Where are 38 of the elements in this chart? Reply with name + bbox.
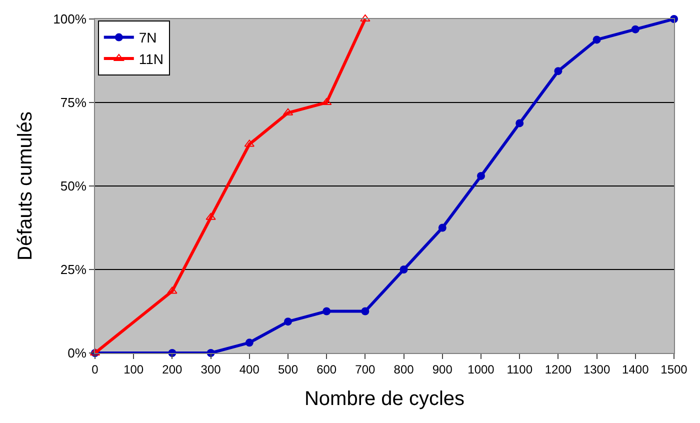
point [438, 224, 446, 232]
legend-label: 11N [138, 50, 164, 67]
point [322, 307, 331, 316]
x-tick-label: 500 [278, 362, 298, 376]
point [245, 338, 254, 347]
x-tick-label: 600 [316, 362, 337, 376]
y-axis-title: Défauts cumulés [14, 112, 37, 260]
x-tick-label: 800 [394, 362, 414, 376]
y-tick-label: 50% [60, 178, 87, 194]
y-tick-label: 75% [60, 95, 87, 110]
point [400, 266, 408, 274]
x-tick-label: 400 [239, 362, 260, 376]
point [516, 119, 524, 128]
y-tick-label: 100% [53, 12, 87, 27]
x-tick-label: 1500 [660, 362, 688, 376]
legend-label: 7N [138, 30, 157, 46]
x-tick-label: 1300 [583, 362, 610, 376]
point [284, 318, 292, 326]
point [206, 212, 216, 220]
x-tick-label: 100 [124, 362, 144, 376]
y-tick-label: 25% [60, 262, 87, 278]
point [554, 67, 562, 76]
x-tick-label: 700 [355, 362, 376, 376]
x-tick-label: 0 [92, 362, 99, 376]
point [361, 307, 370, 316]
point [477, 172, 485, 180]
point [631, 25, 640, 34]
x-tick-label: 200 [162, 362, 183, 376]
x-tick-label: 1400 [622, 362, 650, 376]
point [167, 286, 178, 294]
x-tick-label: 300 [200, 362, 222, 376]
point [592, 36, 601, 44]
x-tick-label: 900 [432, 362, 453, 376]
x-tick-label: 1000 [468, 362, 495, 376]
x-tick-label: 1200 [544, 362, 572, 376]
x-axis-title: Nombre de cycles [304, 388, 465, 410]
x-tick-label: 1100 [506, 362, 533, 376]
y-tick-label: 0% [68, 346, 87, 361]
